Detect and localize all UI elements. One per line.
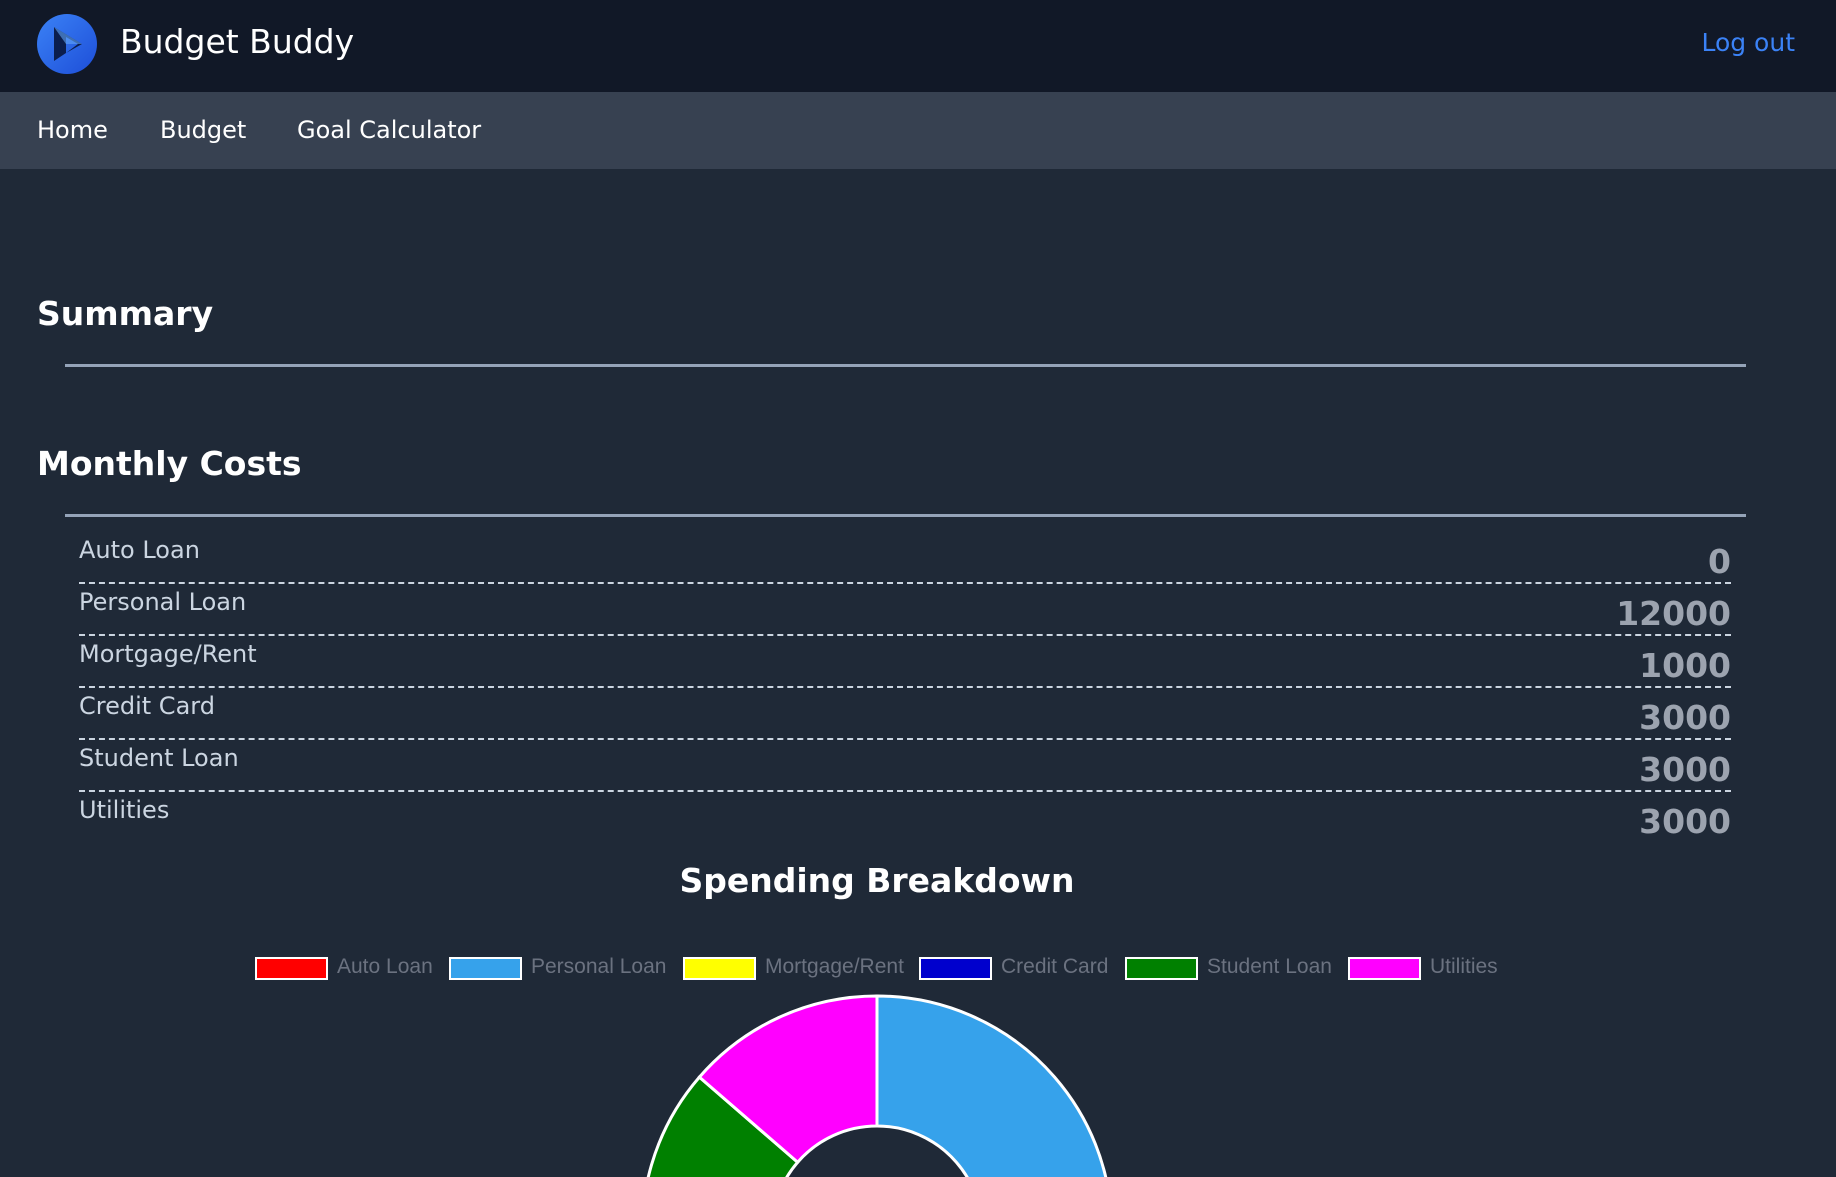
chart-legend: Auto Loan Personal Loan Mortgage/Rent Cr… [0, 954, 1754, 984]
cost-label: Mortgage/Rent [79, 640, 257, 668]
legend-label: Auto Loan [337, 955, 433, 978]
nav-item-budget[interactable]: Budget [160, 116, 247, 144]
brand-name: Budget Buddy [120, 22, 355, 61]
summary-heading: Summary [37, 294, 214, 333]
legend-swatch [1125, 957, 1198, 980]
cost-label: Student Loan [79, 744, 239, 772]
legend-label: Credit Card [1001, 955, 1109, 978]
legend-label: Personal Loan [531, 955, 667, 978]
cost-value: 3000 [1639, 750, 1731, 789]
legend-swatch [683, 957, 756, 980]
legend-label: Student Loan [1207, 955, 1332, 978]
cost-row-auto-loan: Auto Loan 0 [79, 530, 1731, 584]
logout-link[interactable]: Log out [1701, 28, 1795, 57]
donut-slice-utilities[interactable] [697, 994, 879, 1165]
legend-label: Utilities [1430, 955, 1498, 978]
cost-label: Auto Loan [79, 536, 200, 564]
cost-label: Personal Loan [79, 588, 247, 616]
cost-row-mortgage-rent: Mortgage/Rent 1000 [79, 634, 1731, 688]
monthly-costs-divider [65, 514, 1746, 517]
nav-bar: Home Budget Goal Calculator [0, 92, 1836, 169]
chart-title: Spending Breakdown [679, 861, 1075, 900]
legend-swatch [919, 957, 992, 980]
cost-value: 1000 [1639, 646, 1731, 685]
cost-row-utilities: Utilities 3000 [79, 790, 1731, 842]
cost-row-student-loan: Student Loan 3000 [79, 738, 1731, 792]
cost-value: 3000 [1639, 802, 1731, 841]
monthly-costs-heading: Monthly Costs [37, 444, 302, 483]
cost-value: 12000 [1616, 594, 1731, 633]
cost-label: Credit Card [79, 692, 215, 720]
cost-value: 3000 [1639, 698, 1731, 737]
donut-slice-personal-loan[interactable] [811, 994, 1112, 1177]
cost-row-credit-card: Credit Card 3000 [79, 686, 1731, 740]
nav-item-home[interactable]: Home [37, 116, 108, 144]
legend-swatch [255, 957, 328, 980]
legend-swatch [449, 957, 522, 980]
legend-swatch [1348, 957, 1421, 980]
top-bar: Budget Buddy Log out [0, 0, 1836, 92]
cost-value: 0 [1708, 542, 1731, 581]
donut-slice-student-loan[interactable] [642, 1074, 800, 1177]
cost-row-personal-loan: Personal Loan 12000 [79, 582, 1731, 636]
cost-label: Utilities [79, 796, 170, 824]
spending-donut-chart [642, 994, 1112, 1177]
budget-buddy-logo-icon[interactable] [36, 13, 98, 75]
nav-item-goal-calculator[interactable]: Goal Calculator [297, 116, 482, 144]
legend-label: Mortgage/Rent [765, 955, 904, 978]
summary-divider [65, 364, 1746, 367]
